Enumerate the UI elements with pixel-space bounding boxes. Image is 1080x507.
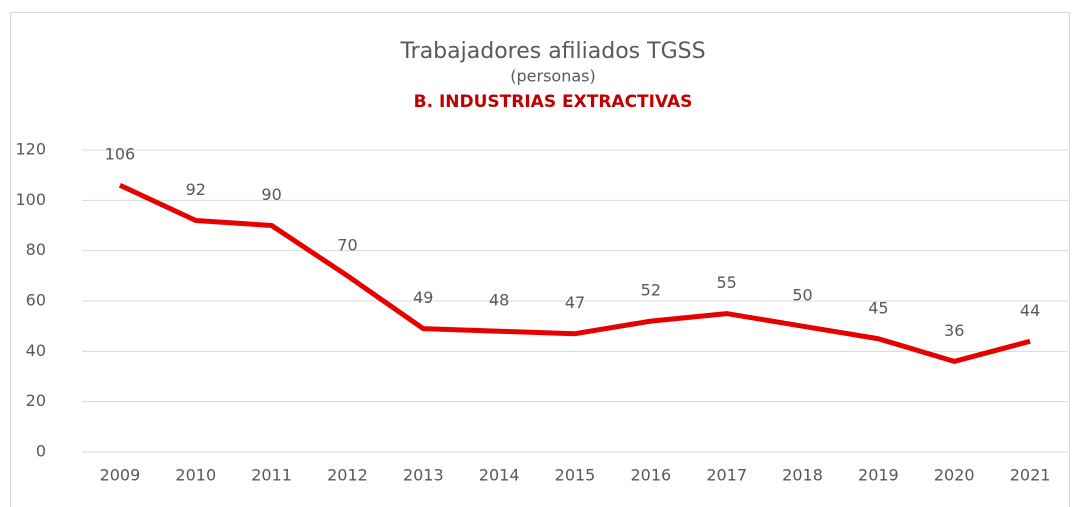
x-tick-label: 2013 [403,466,444,485]
x-tick-label: 2017 [706,466,747,485]
x-tick-label: 2011 [251,466,292,485]
x-tick-label: 2015 [555,466,596,485]
chart-heading: B. INDUSTRIAS EXTRACTIVAS [414,92,693,112]
y-tick-label: 100 [15,190,46,209]
data-label: 47 [565,293,585,312]
x-tick-label: 2014 [479,466,520,485]
y-tick-label: 20 [26,391,46,410]
x-tick-label: 2012 [327,466,368,485]
x-tick-label: 2016 [630,466,671,485]
x-tick-label: 2018 [782,466,823,485]
x-tick-label: 2020 [934,466,975,485]
data-label: 92 [186,180,206,199]
x-tick-label: 2019 [858,466,899,485]
chart-border [10,12,1070,507]
y-tick-label: 0 [36,442,46,461]
data-label: 36 [944,321,964,340]
data-label: 55 [717,273,737,292]
y-tick-label: 60 [26,291,46,310]
data-label: 49 [413,288,433,307]
data-label: 52 [641,281,661,300]
data-label: 44 [1020,301,1040,320]
chart-title: Trabajadores afiliados TGSS [399,39,705,64]
data-label: 45 [868,298,888,317]
data-label: 70 [337,235,357,254]
data-label: 106 [105,145,136,164]
y-tick-label: 80 [26,240,46,259]
x-tick-label: 2021 [1010,466,1051,485]
y-tick-label: 40 [26,341,46,360]
x-tick-label: 2010 [175,466,216,485]
x-tick-label: 2009 [100,466,141,485]
data-label: 50 [792,286,812,305]
data-label: 90 [261,185,281,204]
y-tick-label: 120 [15,140,46,159]
chart-subtitle: (personas) [510,67,595,86]
data-line [118,182,1031,364]
data-label: 48 [489,291,509,310]
